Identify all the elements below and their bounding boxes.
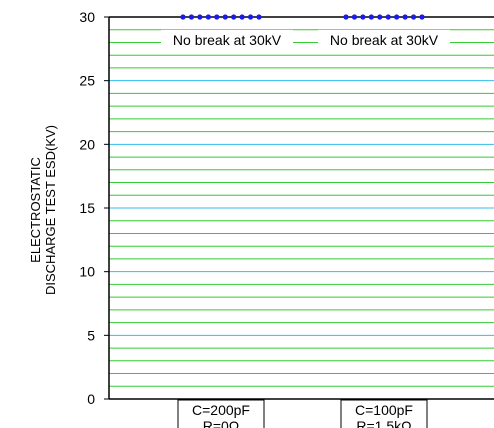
data-point xyxy=(368,14,374,20)
data-point xyxy=(402,14,408,20)
annotation-text: No break at 30kV xyxy=(330,32,439,48)
data-point xyxy=(377,14,383,20)
data-point xyxy=(188,14,195,20)
data-point xyxy=(343,14,349,20)
y-tick-label: 30 xyxy=(79,9,95,25)
data-point xyxy=(214,14,220,20)
data-point xyxy=(394,14,400,20)
y-tick-label: 15 xyxy=(79,200,95,216)
data-points xyxy=(180,14,425,20)
data-point xyxy=(205,14,211,20)
y-axis-label-line-2: DISCHARGE TEST ESD(KV) xyxy=(43,125,58,295)
data-point xyxy=(351,14,358,20)
annotation-background xyxy=(318,29,450,50)
category-label-line-2: R=1.5kΩ xyxy=(356,418,411,428)
y-tick-label: 25 xyxy=(79,73,95,89)
data-point xyxy=(360,14,366,20)
category-label-box xyxy=(177,399,265,428)
annotation-background xyxy=(161,29,293,50)
y-tick-labels: 0 5 10 15 20 25 30 xyxy=(79,9,109,407)
y-axis-label-line-1: ELECTROSTATIC xyxy=(28,157,43,263)
category-label-line-1: C=100pF xyxy=(355,402,413,418)
data-point xyxy=(256,14,262,20)
y-tick-label: 5 xyxy=(87,327,95,343)
data-point xyxy=(197,14,203,20)
category-label-line-2: R=0Ω xyxy=(203,418,240,428)
category-label-line-1: C=200pF xyxy=(192,402,250,418)
data-point xyxy=(231,14,237,20)
data-point xyxy=(247,14,254,20)
y-axis-label: ELECTROSTATIC DISCHARGE TEST ESD(KV) xyxy=(28,125,58,295)
y-tick-label: 0 xyxy=(87,391,95,407)
data-point xyxy=(239,14,245,20)
data-point xyxy=(222,14,228,20)
data-point xyxy=(419,14,425,20)
data-point xyxy=(180,14,186,20)
data-point xyxy=(385,14,391,20)
gridlines xyxy=(109,29,494,387)
y-tick-label: 10 xyxy=(79,264,95,280)
annotation-text: No break at 30kV xyxy=(173,32,282,48)
category-label-box xyxy=(340,399,428,428)
y-tick-label: 20 xyxy=(79,136,95,152)
annotations: No break at 30kV No break at 30kV xyxy=(161,29,450,50)
data-point xyxy=(410,14,417,20)
